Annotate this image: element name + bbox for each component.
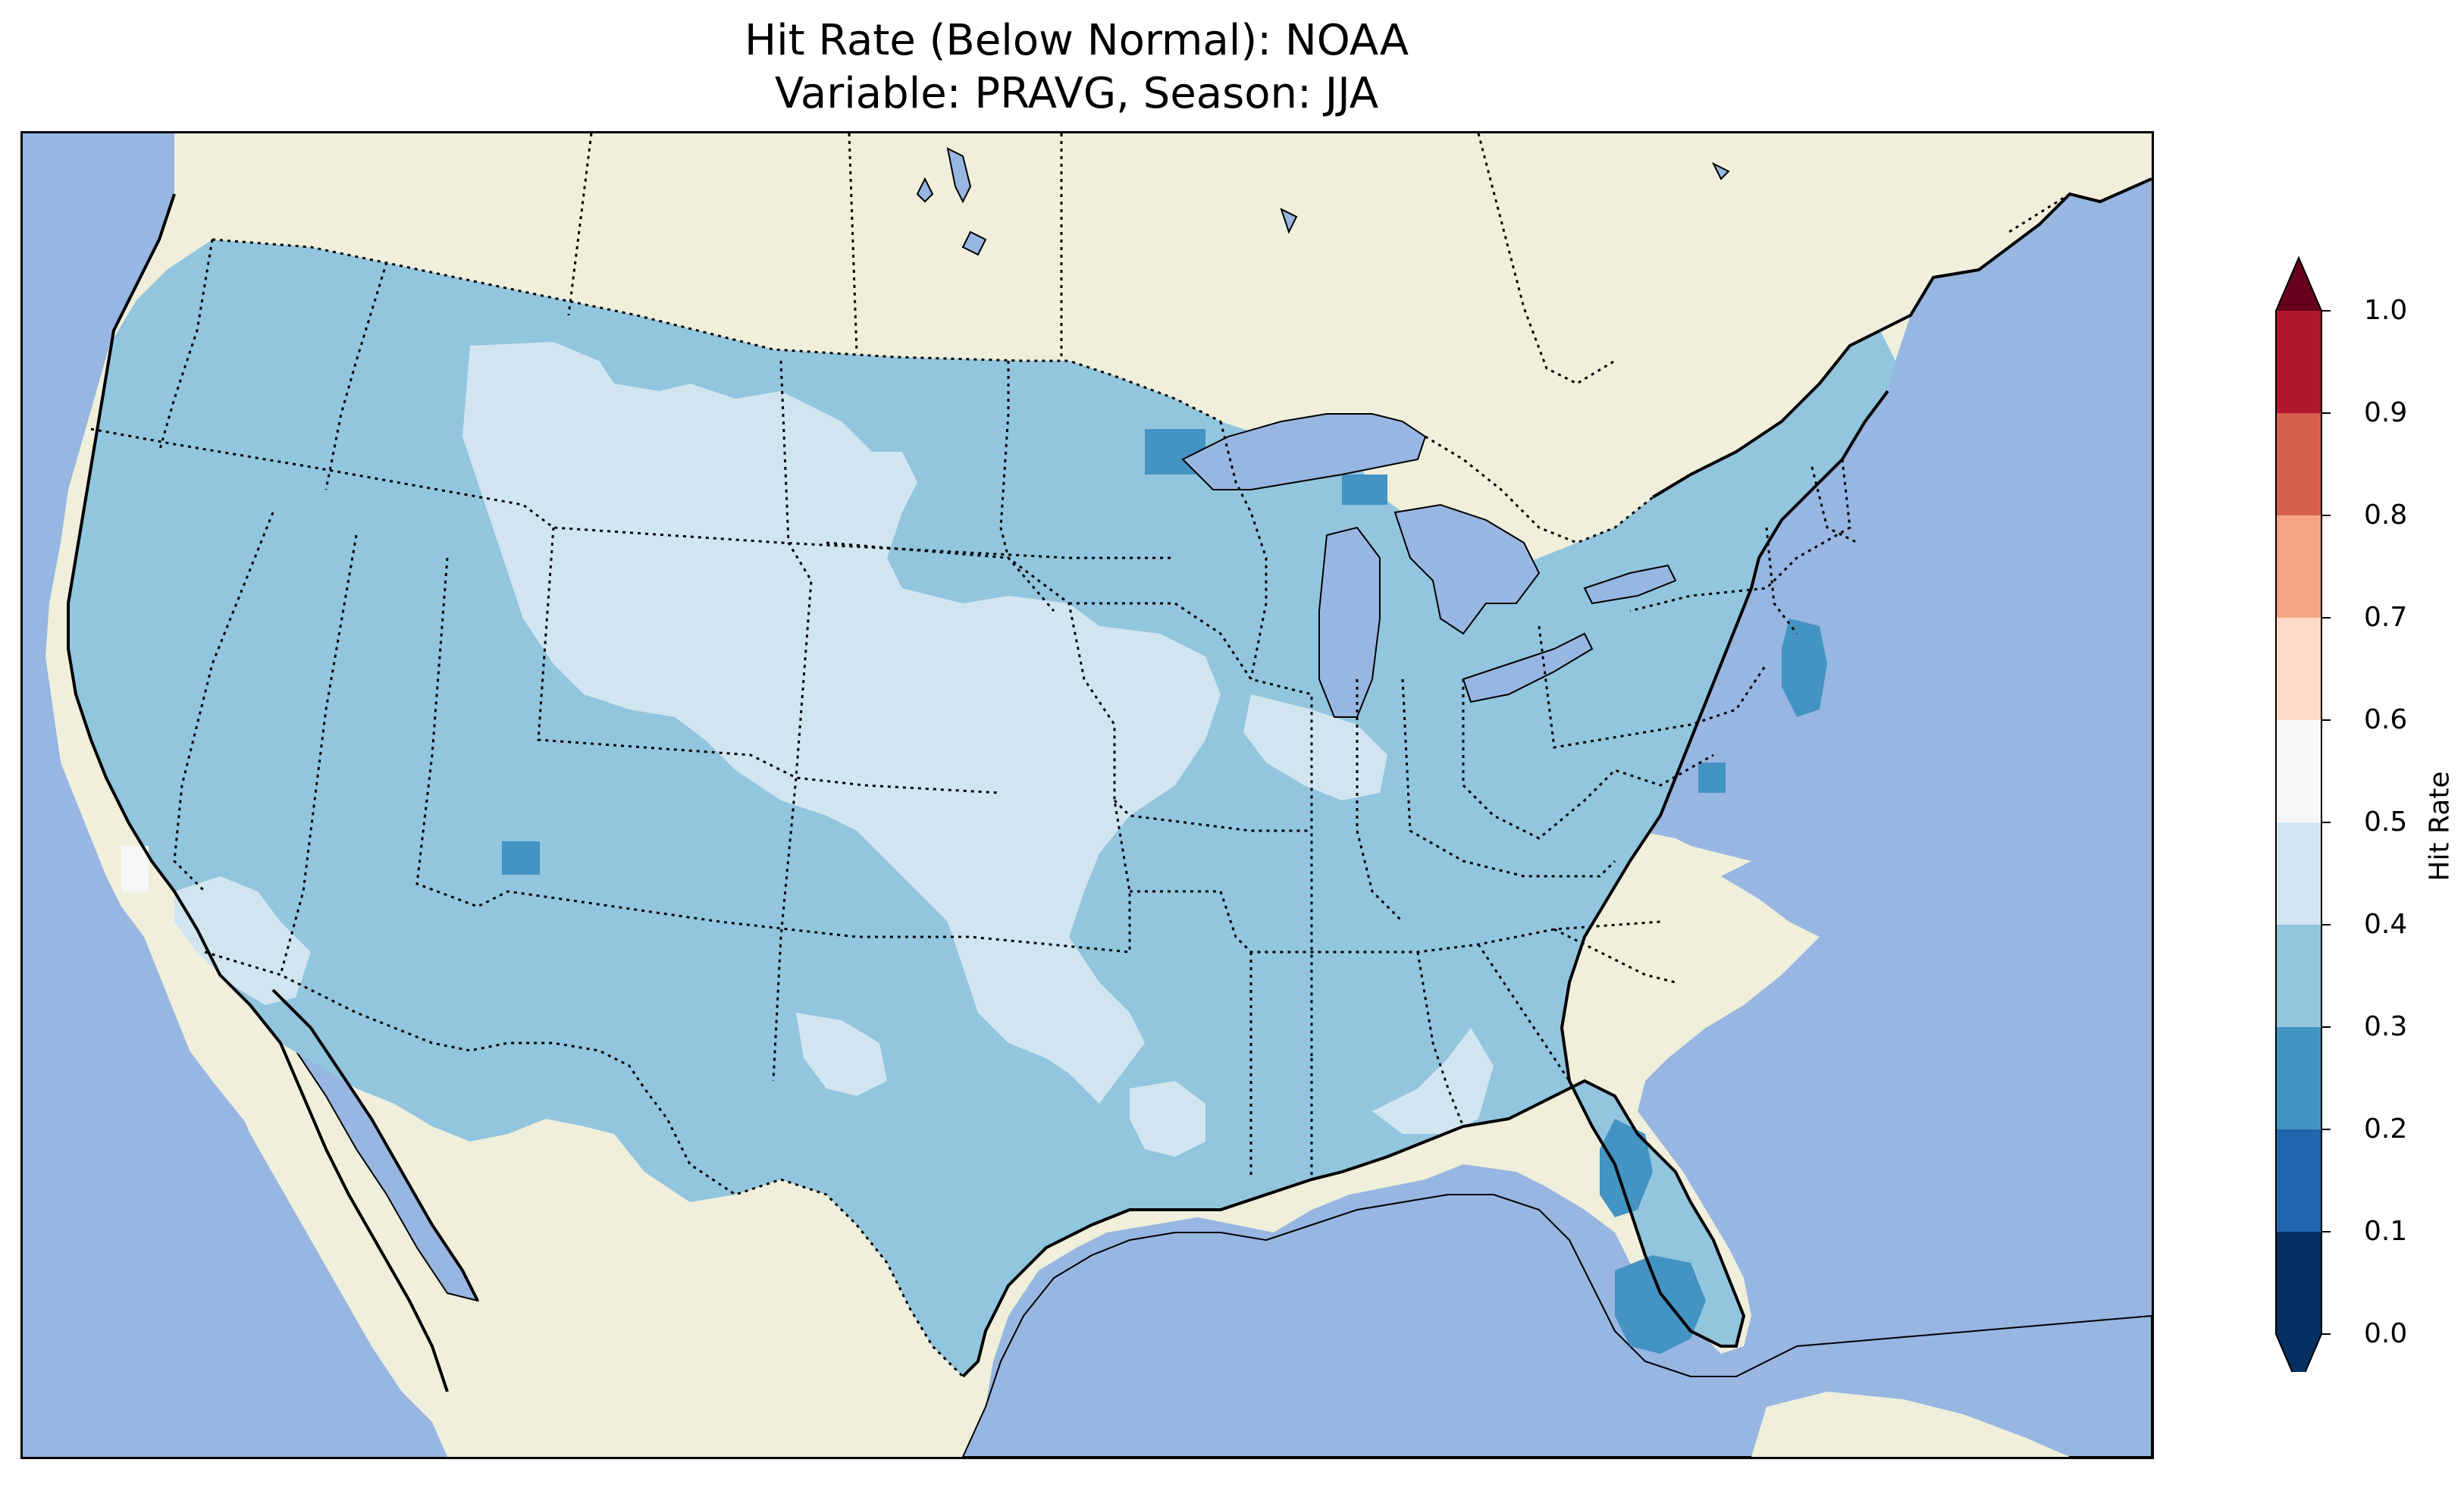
colorbar-tick-label: 1.0 — [2364, 295, 2408, 326]
colorbar-bin — [2276, 515, 2321, 618]
colorbar-tick-label: 0.0 — [2364, 1318, 2408, 1349]
northeast-coastline — [1879, 177, 2152, 332]
colorbar-tick-label: 0.5 — [2364, 807, 2408, 838]
map-canvas — [20, 131, 2154, 1459]
coastline — [67, 193, 282, 1045]
patch-bin2-superior-e — [1342, 475, 1387, 505]
colorbar-tick-label: 0.7 — [2364, 602, 2408, 633]
cuba — [1751, 1392, 2070, 1457]
colorbar-tick-label: 0.2 — [2364, 1113, 2408, 1145]
lake-michigan — [1318, 526, 1381, 718]
colorbar-bin — [2276, 925, 2321, 1027]
patch-bin2-nj — [1782, 619, 1827, 717]
colorbar-tick-label: 0.8 — [2364, 500, 2408, 531]
baja-peninsula — [205, 929, 447, 1422]
colorbar-tick-label: 0.6 — [2364, 704, 2408, 735]
colorbar-tick-label: 0.9 — [2364, 397, 2408, 428]
colorbar-bin — [2276, 413, 2321, 515]
patch-bin5-cal — [121, 846, 149, 891]
colorbar-extend-min — [2276, 1334, 2321, 1387]
colorbar-bin — [2276, 311, 2321, 413]
colorbar-tick-label: 0.3 — [2364, 1011, 2408, 1042]
colorbar — [2259, 235, 2343, 1389]
colorbar-label: Hit Rate — [2424, 771, 2456, 882]
patch-bin4-south — [1372, 1028, 1494, 1134]
colorbar-bin — [2276, 720, 2321, 822]
baja-coastline — [271, 988, 479, 1392]
colorbar-tick-label: 0.1 — [2364, 1216, 2408, 1247]
patch-bin2-md — [1698, 763, 1726, 793]
patch-bin2-utah — [502, 841, 540, 875]
canadian-lakes — [916, 147, 1730, 256]
lake-ontario — [1583, 564, 1677, 605]
colorbar-tick-label: 0.4 — [2364, 909, 2408, 940]
patch-bin4-central — [462, 342, 1221, 1104]
colorbar-bin — [2276, 618, 2321, 720]
colorbar-bin — [2276, 1027, 2321, 1129]
lake-erie — [1462, 632, 1594, 703]
colorbar-bin — [2276, 1129, 2321, 1232]
colorbar-bin — [2276, 1232, 2321, 1334]
patch-bin2-florida — [1615, 1255, 1706, 1354]
patch-bin4-tx — [796, 1013, 887, 1096]
map-title-line-1: Hit Rate (Below Normal): NOAA — [744, 16, 1409, 65]
colorbar-bin — [2276, 822, 2321, 925]
colorbar-svg — [2275, 255, 2331, 1389]
map-frame — [20, 131, 2154, 1459]
patch-bin4-midwest — [1243, 694, 1387, 800]
lake-superior — [1181, 413, 1427, 490]
province-borders — [567, 133, 2071, 385]
colorbar-extend-max — [2276, 258, 2321, 311]
state-borders — [90, 239, 1858, 1179]
gulf-of-mexico — [961, 1194, 2152, 1457]
patch-bin4-socal — [174, 876, 311, 1005]
patch-bin4-ar — [1130, 1081, 1205, 1157]
lake-huron — [1393, 503, 1541, 635]
mexico-border — [204, 951, 964, 1378]
patch-bin2-ga-coast — [1600, 1119, 1653, 1217]
map-title-line-2: Variable: PRAVG, Season: JJA — [774, 69, 1379, 118]
